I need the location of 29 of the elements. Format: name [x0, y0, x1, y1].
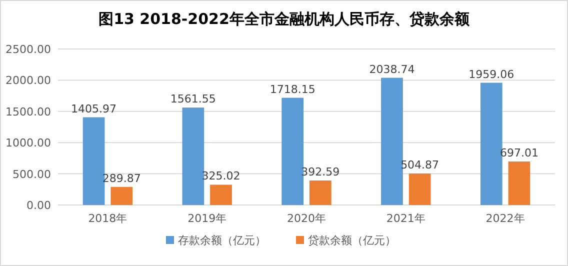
bar: [182, 108, 204, 205]
data-label: 1405.97: [71, 102, 117, 116]
bar: [381, 78, 403, 205]
data-label: 1718.15: [270, 82, 316, 96]
legend-label: 贷款余额（亿元）: [308, 234, 396, 247]
x-tick-label: 2019年: [188, 212, 227, 225]
bar: [480, 82, 502, 205]
data-label: 2038.74: [369, 62, 415, 76]
legend-label: 存款余额（亿元）: [178, 234, 266, 247]
y-tick-label: 2000.00: [6, 74, 51, 88]
x-tick-label: 2018年: [88, 212, 128, 225]
y-tick-label: 1000.00: [6, 136, 51, 150]
x-tick-label: 2022年: [486, 212, 525, 225]
x-tick-label: 2021年: [386, 212, 426, 225]
x-tick-label: 2020年: [287, 212, 326, 225]
chart-title: 图13 2018-2022年全市金融机构人民币存、贷款余额: [98, 10, 470, 28]
bar: [110, 186, 133, 205]
y-tick-label: 2500.00: [6, 43, 51, 56]
y-tick-label: 1500.00: [6, 105, 51, 118]
bar: [508, 162, 530, 205]
bar: [309, 180, 332, 205]
data-label: 1959.06: [468, 68, 514, 81]
bar: [82, 117, 105, 205]
bar: [282, 98, 304, 205]
bar: [408, 173, 431, 205]
y-tick-label: 0.00: [26, 199, 51, 212]
y-tick-label: 500.00: [12, 168, 51, 181]
bar: [210, 184, 232, 205]
data-label: 1561.55: [170, 92, 216, 106]
